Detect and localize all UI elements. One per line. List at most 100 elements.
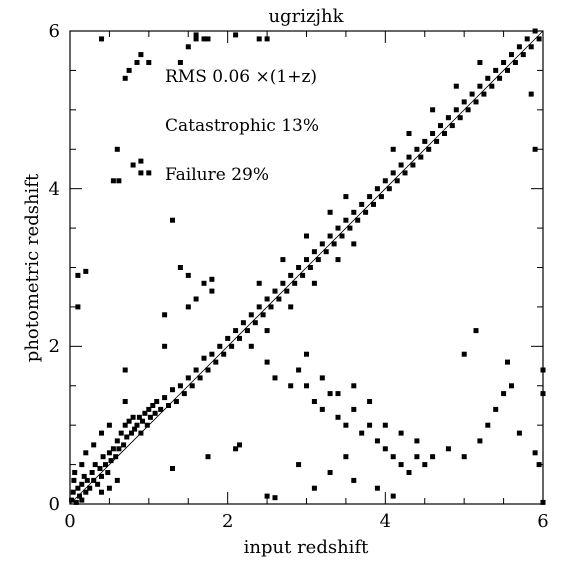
data-point bbox=[497, 75, 503, 81]
data-point bbox=[75, 272, 81, 278]
data-point bbox=[138, 170, 144, 176]
data-point bbox=[136, 414, 142, 420]
data-point bbox=[134, 60, 140, 65]
data-point bbox=[430, 131, 436, 136]
data-point bbox=[374, 485, 380, 491]
data-point bbox=[114, 477, 120, 483]
data-point bbox=[442, 131, 447, 136]
data-point bbox=[252, 320, 258, 326]
data-point bbox=[113, 454, 119, 460]
data-point bbox=[177, 265, 183, 270]
data-point bbox=[260, 312, 266, 318]
data-point bbox=[114, 146, 120, 152]
x-tick-label-0: 0 bbox=[64, 511, 75, 532]
data-point bbox=[445, 446, 451, 452]
data-point bbox=[110, 446, 116, 452]
data-point bbox=[532, 450, 538, 456]
data-point bbox=[116, 178, 122, 184]
data-point bbox=[363, 209, 369, 215]
data-point bbox=[343, 194, 349, 200]
data-point bbox=[509, 383, 514, 389]
data-point bbox=[477, 83, 483, 89]
data-point bbox=[84, 477, 90, 483]
data-point bbox=[284, 288, 290, 294]
data-point bbox=[418, 154, 424, 160]
data-point bbox=[501, 391, 507, 397]
data-point bbox=[105, 470, 111, 475]
data-point bbox=[83, 450, 89, 456]
data-point bbox=[264, 328, 270, 334]
data-point bbox=[114, 438, 120, 444]
data-point bbox=[457, 115, 463, 121]
data-point bbox=[75, 304, 81, 310]
data-point bbox=[414, 146, 420, 152]
data-point bbox=[126, 418, 132, 424]
data-point bbox=[327, 470, 333, 475]
data-point bbox=[162, 395, 168, 401]
data-point bbox=[430, 107, 436, 113]
data-point bbox=[205, 454, 211, 460]
data-point bbox=[79, 481, 85, 487]
data-point bbox=[134, 422, 140, 428]
data-point bbox=[170, 217, 175, 223]
data-point bbox=[465, 107, 471, 113]
x-tick-label-2: 2 bbox=[222, 511, 233, 532]
data-point bbox=[532, 28, 538, 34]
data-point bbox=[97, 466, 103, 471]
y-tick-label-2: 2 bbox=[49, 336, 60, 357]
data-point bbox=[209, 288, 215, 294]
data-point bbox=[304, 257, 309, 263]
chart-title: ugrizjhk bbox=[268, 6, 344, 27]
data-point bbox=[193, 32, 199, 38]
data-point bbox=[323, 249, 329, 255]
y-tick-label-4: 4 bbox=[49, 179, 60, 200]
data-point bbox=[351, 477, 357, 483]
data-point bbox=[367, 194, 373, 200]
data-point bbox=[162, 312, 168, 318]
data-point bbox=[292, 280, 298, 286]
data-point bbox=[461, 351, 467, 357]
data-point bbox=[233, 328, 239, 334]
data-point bbox=[319, 375, 325, 381]
data-point bbox=[434, 138, 440, 144]
data-point bbox=[473, 99, 479, 105]
data-point bbox=[402, 170, 408, 176]
data-point bbox=[146, 406, 152, 412]
data-point bbox=[327, 209, 333, 215]
data-point bbox=[126, 67, 132, 73]
data-point bbox=[173, 399, 179, 404]
data-point bbox=[288, 304, 294, 310]
data-point bbox=[501, 60, 507, 65]
data-point bbox=[426, 146, 432, 152]
data-point bbox=[124, 434, 130, 440]
data-point bbox=[536, 36, 542, 42]
x-tick-label-4: 4 bbox=[380, 511, 391, 532]
data-point bbox=[193, 36, 199, 42]
data-point bbox=[355, 217, 361, 223]
data-point bbox=[177, 383, 183, 389]
data-point bbox=[83, 268, 89, 274]
data-point bbox=[493, 67, 499, 73]
data-point bbox=[461, 99, 467, 105]
data-point bbox=[256, 36, 262, 42]
data-point bbox=[99, 473, 104, 479]
data-point bbox=[307, 265, 313, 270]
data-point bbox=[69, 497, 75, 503]
data-point bbox=[367, 422, 373, 428]
data-point bbox=[319, 241, 325, 247]
data-point bbox=[237, 442, 242, 448]
data-point bbox=[505, 67, 510, 73]
annotation-rms: RMS 0.06 ×(1+z) bbox=[165, 67, 317, 87]
data-point bbox=[485, 75, 491, 81]
data-point bbox=[237, 335, 242, 341]
data-point bbox=[256, 304, 262, 310]
data-point bbox=[276, 296, 282, 302]
data-point bbox=[296, 462, 302, 468]
data-point bbox=[536, 462, 542, 468]
data-point bbox=[374, 438, 380, 444]
data-point bbox=[146, 170, 152, 176]
data-point bbox=[248, 343, 254, 349]
data-point bbox=[296, 367, 302, 373]
data-point bbox=[91, 442, 97, 448]
